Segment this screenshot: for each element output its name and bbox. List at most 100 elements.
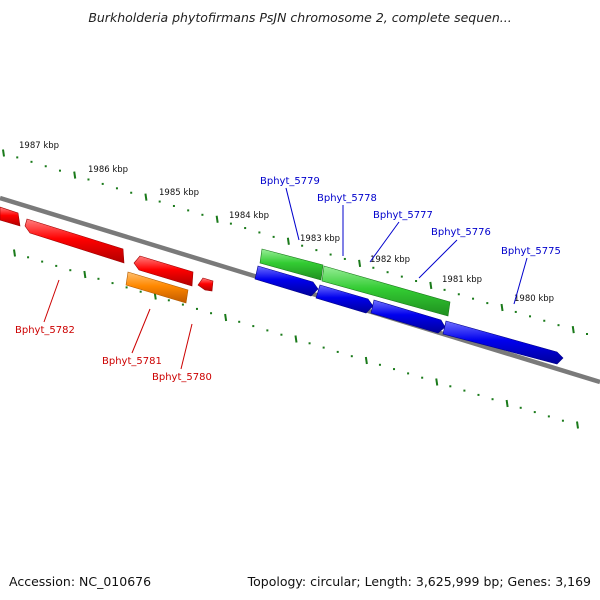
minor-tick	[201, 213, 204, 216]
gene-label-bphyt-5782[interactable]: Bphyt_5782	[15, 325, 75, 336]
minor-tick	[308, 342, 311, 345]
minor-tick	[125, 286, 128, 289]
kbp-label: 1984 kbp	[229, 211, 269, 221]
minor-tick	[343, 257, 346, 260]
minor-tick	[543, 319, 546, 322]
minor-tick	[210, 312, 213, 315]
minor-tick	[167, 299, 170, 302]
gene-blue-3[interactable]	[370, 299, 446, 334]
major-tick	[73, 171, 77, 179]
major-tick	[83, 270, 87, 279]
gene-green-5779[interactable]	[259, 248, 324, 281]
minor-tick	[115, 187, 118, 190]
minor-tick	[557, 324, 560, 327]
minor-tick	[449, 385, 452, 388]
minor-tick	[258, 231, 261, 234]
minor-tick	[322, 346, 325, 349]
minor-tick	[477, 393, 480, 396]
gene-blue-2[interactable]	[315, 284, 374, 314]
major-tick	[13, 249, 16, 257]
lower-tick-row	[13, 249, 579, 429]
gene-green-5777[interactable]	[321, 265, 451, 317]
minor-tick	[350, 355, 353, 358]
kbp-label: 1987 kbp	[19, 141, 59, 151]
minor-tick	[69, 269, 72, 272]
minor-tick	[55, 264, 58, 267]
kbp-label: 1983 kbp	[300, 234, 340, 244]
gene-label-bphyt-5776[interactable]: Bphyt_5776	[431, 227, 491, 238]
minor-tick	[336, 350, 339, 353]
gene-red-3[interactable]	[133, 255, 194, 287]
minor-tick	[400, 275, 403, 278]
kbp-label: 1980 kbp	[514, 294, 554, 304]
gene-red-4[interactable]	[197, 277, 214, 292]
gene-label-bphyt-5779[interactable]: Bphyt_5779	[260, 176, 320, 187]
minor-tick	[58, 169, 61, 172]
minor-tick	[266, 329, 269, 332]
gene-red-1[interactable]	[0, 206, 21, 227]
minor-tick	[229, 222, 232, 225]
minor-tick	[486, 302, 489, 305]
minor-tick	[463, 389, 466, 392]
gene-label-bphyt-5781[interactable]: Bphyt_5781	[102, 356, 162, 367]
minor-tick	[457, 293, 460, 296]
minor-tick	[514, 310, 517, 313]
minor-tick	[386, 271, 389, 274]
minor-tick	[238, 320, 241, 323]
minor-tick	[272, 235, 275, 238]
minor-tick	[372, 266, 375, 269]
minor-tick	[378, 363, 381, 366]
minor-tick	[472, 297, 475, 300]
minor-tick	[533, 411, 536, 414]
gene-red-5782[interactable]	[24, 218, 125, 264]
minor-tick	[16, 156, 19, 159]
major-tick	[429, 281, 433, 290]
minor-tick	[41, 260, 44, 263]
minor-tick	[407, 372, 410, 375]
major-tick	[2, 149, 5, 157]
gene-label-bphyt-5780[interactable]: Bphyt_5780	[152, 372, 212, 383]
minor-tick	[87, 178, 90, 181]
major-tick	[215, 215, 219, 223]
gene-label-leaders	[43, 187, 528, 370]
minor-tick	[315, 249, 318, 252]
gene-label-bphyt-5777[interactable]: Bphyt_5777	[373, 210, 433, 221]
minor-tick	[443, 288, 446, 291]
kbp-label: 1981 kbp	[442, 275, 482, 285]
minor-tick	[244, 227, 247, 230]
gene-orange-5781[interactable]	[125, 271, 189, 304]
minor-tick	[421, 376, 424, 379]
major-tick	[364, 356, 368, 365]
major-tick	[286, 237, 290, 245]
minor-tick	[195, 307, 198, 310]
gene-blue-1[interactable]	[254, 265, 319, 297]
gene-label-bphyt-5778[interactable]: Bphyt_5778	[317, 193, 377, 204]
gene-label-bphyt-5775[interactable]: Bphyt_5775	[501, 246, 561, 257]
kbp-label: 1986 kbp	[88, 165, 128, 175]
upper-tick-row	[2, 149, 588, 335]
major-tick	[144, 193, 148, 201]
minor-tick	[187, 209, 190, 212]
minor-tick	[252, 325, 255, 328]
minor-tick	[329, 253, 332, 256]
minor-tick	[519, 406, 522, 409]
minor-tick	[415, 280, 418, 283]
minor-tick	[30, 160, 33, 163]
major-tick	[224, 313, 228, 322]
minor-tick	[27, 256, 30, 259]
major-tick	[500, 303, 504, 312]
major-tick	[358, 259, 362, 268]
kbp-label: 1985 kbp	[159, 188, 199, 198]
minor-tick	[130, 191, 133, 194]
minor-tick	[586, 333, 588, 335]
page-title: Burkholderia phytofirmans PsJN chromosom…	[88, 10, 512, 25]
minor-tick	[491, 398, 494, 401]
minor-tick	[101, 182, 104, 185]
minor-tick	[139, 290, 142, 293]
topology-summary: Topology: circular; Length: 3,625,999 bp…	[247, 574, 591, 589]
minor-tick	[561, 419, 564, 422]
gene-blue-4[interactable]	[442, 320, 564, 365]
major-tick	[435, 378, 439, 386]
gene-track	[0, 206, 564, 365]
